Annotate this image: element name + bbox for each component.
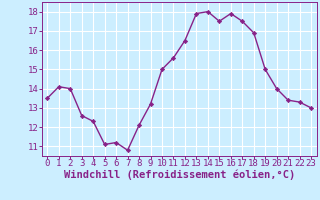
X-axis label: Windchill (Refroidissement éolien,°C): Windchill (Refroidissement éolien,°C)	[64, 170, 295, 180]
